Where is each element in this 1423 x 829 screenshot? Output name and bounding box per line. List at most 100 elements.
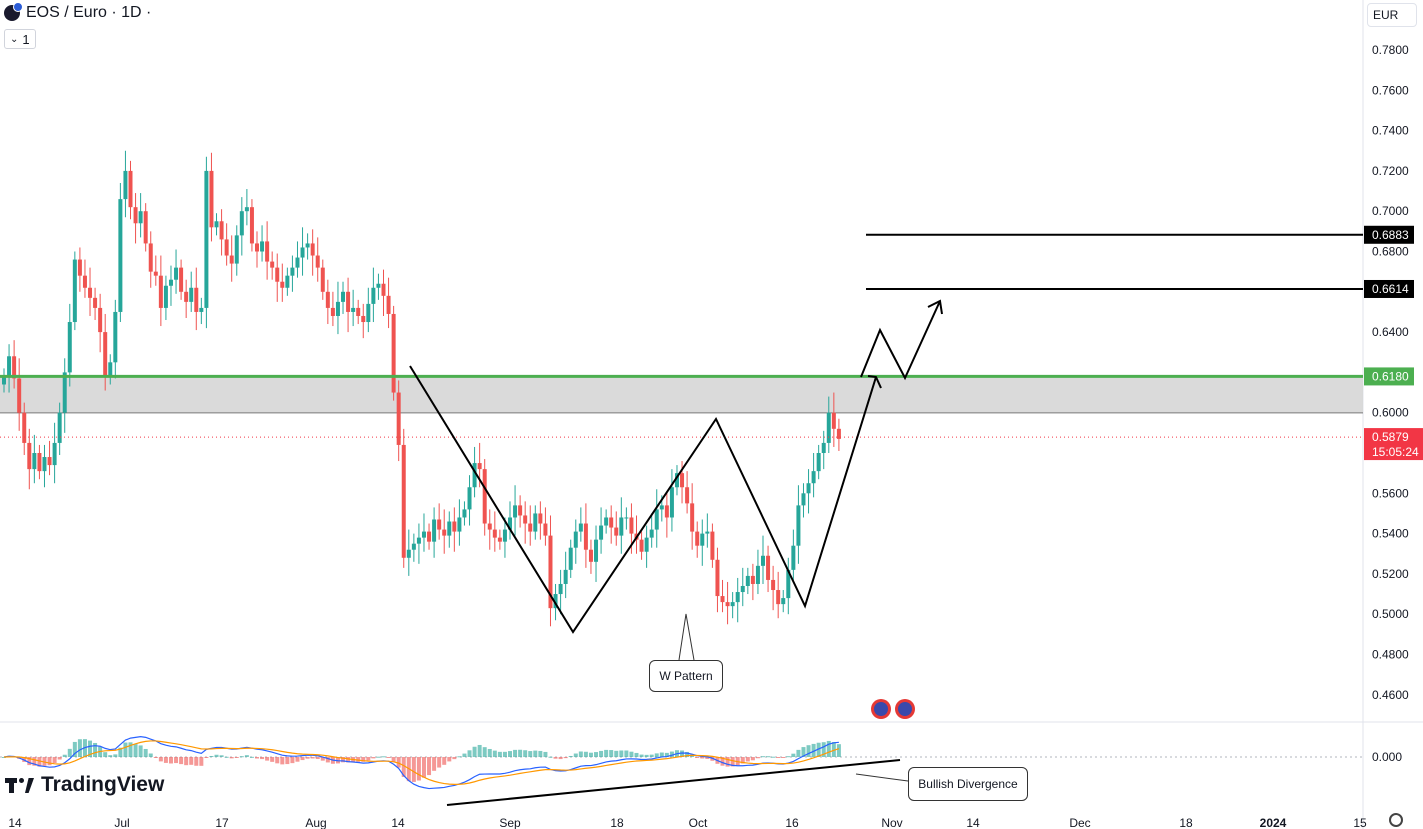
macd-histogram-bar [199,757,204,766]
macd-histogram-bar [174,757,179,764]
x-tick-label: 17 [215,816,229,829]
candle-body [745,575,750,586]
candle-body [280,281,285,288]
macd-histogram-bar [300,757,305,761]
candle-body [452,521,457,532]
macd-histogram-bar [128,742,133,757]
macd-histogram-bar [47,757,52,766]
macd-histogram-bar [502,751,507,757]
target-price-tag [1364,279,1414,298]
macd-histogram-bar [2,757,6,758]
macd-histogram-bar [467,750,472,757]
macd-histogram-bar [599,750,604,757]
candle-body [568,547,573,570]
x-tick-label: Dec [1069,816,1090,829]
macd-histogram-bar [148,753,153,757]
x-tick-label: 2024 [1260,816,1287,829]
macd-histogram-bar [108,755,113,757]
candle-body [391,313,396,393]
candle-body [543,523,548,536]
macd-histogram-bar [513,749,518,757]
macd-histogram-bar [168,757,173,764]
macd-histogram-bar [27,757,32,766]
candle-body [229,255,234,264]
candle-body [791,545,796,570]
settings-gear-icon[interactable] [1389,813,1403,827]
candle-body [437,519,442,530]
candle-body [614,527,619,536]
candle-body [133,207,138,224]
macd-histogram-bar [310,757,315,759]
macd-histogram-bar [265,757,270,761]
macd-histogram-bar [771,756,776,758]
candle-body [179,267,184,292]
candle-body [57,412,62,443]
candle-body [346,291,351,312]
y-tick-label: 0.4600 [1372,688,1409,702]
candle-body [563,569,568,584]
candle-body [685,487,690,504]
x-tick-label: Aug [305,816,326,829]
candle-body [386,295,391,314]
macd-histogram-bar [224,756,229,758]
y-tick-label: 0.5000 [1372,607,1409,621]
candle-body [624,517,629,519]
candle-body [123,170,128,200]
candle-body [335,301,340,316]
candle-body [260,241,265,252]
candle-body [128,170,133,208]
macd-histogram-bar [260,757,265,760]
level-price-label: 0.6614 [1372,282,1409,296]
candle-body [381,283,386,296]
candle-body [472,463,477,488]
candle-body [781,598,786,605]
macd-histogram-bar [583,751,588,757]
interval-selector[interactable]: ⌄ 1 [4,29,36,49]
candle-body [523,515,528,524]
macd-histogram-bar [659,752,664,757]
macd-histogram-bar [396,757,401,768]
candle-body [761,555,765,566]
candle-body [98,307,103,333]
chart-header[interactable]: EOS / Euro · 1D · [4,2,152,22]
macd-histogram-bar [766,756,771,758]
macd-histogram-bar [831,742,836,757]
candle-body [72,259,77,323]
candle-body [52,442,57,466]
symbol-title[interactable]: EOS / Euro · 1D · [26,4,152,21]
candle-body [604,517,609,526]
candle-body [401,444,406,558]
candle-body [674,473,679,488]
candle-body [427,531,432,542]
currency-selector[interactable]: EUR [1367,3,1417,27]
candle-body [588,549,593,562]
candle-body [811,471,816,484]
macd-histogram-bar [290,757,295,764]
candle-body [695,531,700,546]
candle-body [467,487,472,510]
candle-body [755,565,760,584]
candle-body [88,287,93,298]
candle-body [325,291,330,308]
x-tick-label: 16 [785,816,799,829]
macd-histogram-bar [482,747,487,757]
candle-body [47,457,52,466]
bullish-divergence-callout: Bullish Divergence [908,767,1028,801]
y-tick-label: 0.5400 [1372,527,1409,541]
x-tick-label: 14 [8,816,22,829]
y-tick-label: 0.7200 [1372,164,1409,178]
macd-histogram-bar [457,756,462,758]
candle-body [184,291,189,302]
tradingview-logo[interactable]: TradingView [5,773,164,797]
macd-histogram-bar [685,751,690,757]
candle-body [224,239,229,256]
candle-body [234,235,239,264]
candle-body [710,531,715,560]
macd-histogram-bar [234,757,239,758]
event-marker-icon [898,702,912,716]
candle-body [619,517,624,536]
macd-histogram-bar [523,750,528,757]
macd-histogram-bar [786,756,791,758]
macd-histogram-bar [644,754,649,757]
